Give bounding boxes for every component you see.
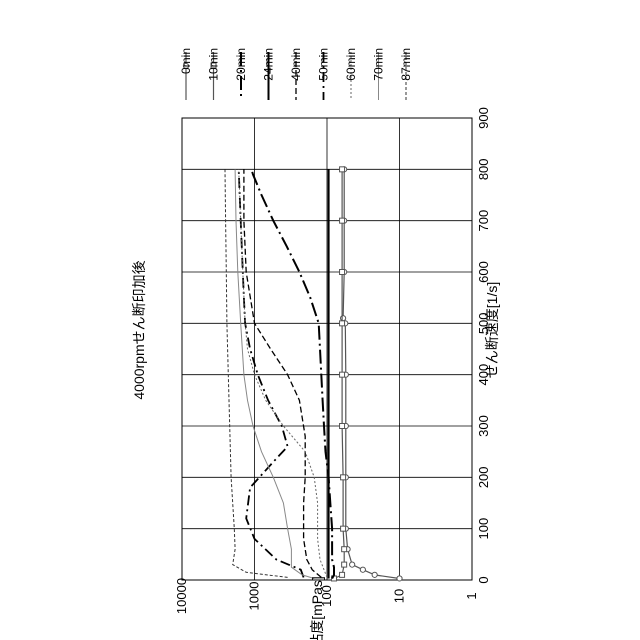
legend-label: 60min — [344, 48, 358, 81]
legend-label: 70min — [372, 48, 386, 81]
x-tick-label: 600 — [476, 261, 491, 283]
series-point — [340, 167, 345, 172]
plot-area: 0100200300400500600700800900110100100010… — [174, 107, 491, 614]
legend-label: 0min — [179, 48, 193, 74]
series-point — [397, 576, 402, 581]
series-point — [342, 547, 347, 552]
legend-label: 10min — [207, 48, 221, 81]
x-tick-label: 700 — [476, 210, 491, 232]
y-tick-label: 10 — [392, 589, 407, 603]
legend-label: 50min — [317, 48, 331, 81]
x-tick-label: 800 — [476, 158, 491, 180]
legend-label: 24min — [262, 48, 276, 81]
series-point — [350, 562, 355, 567]
series-point — [340, 572, 345, 577]
x-tick-label: 300 — [476, 415, 491, 437]
legend-label: 40min — [289, 48, 303, 81]
series-point — [360, 567, 365, 572]
x-tick-label: 900 — [476, 107, 491, 129]
series-point — [340, 321, 345, 326]
series-point — [341, 526, 346, 531]
x-tick-label: 100 — [476, 518, 491, 540]
chart-title: 4000rpmせん断印加後 — [131, 260, 147, 399]
series-point — [372, 572, 377, 577]
series-point — [340, 270, 345, 275]
x-tick-label: 0 — [476, 576, 491, 583]
series-point — [340, 218, 345, 223]
y-axis-title: 粘度[mPas] — [309, 576, 325, 640]
y-tick-label: 1000 — [247, 582, 262, 611]
legend-label: 20min — [234, 48, 248, 81]
series-point — [340, 424, 345, 429]
series-point — [340, 316, 345, 321]
legend-label: 87min — [399, 48, 413, 81]
x-tick-label: 200 — [476, 466, 491, 488]
series-point — [341, 475, 346, 480]
series-point — [340, 372, 345, 377]
series-point — [342, 562, 347, 567]
y-tick-label: 1 — [464, 592, 479, 599]
legend: 0min 10min 20min 24min 40min 50min 60min 70min 8… — [179, 48, 413, 100]
y-tick-label: 10000 — [174, 578, 189, 614]
x-axis-title: せん断速度[1/s] — [484, 282, 500, 378]
